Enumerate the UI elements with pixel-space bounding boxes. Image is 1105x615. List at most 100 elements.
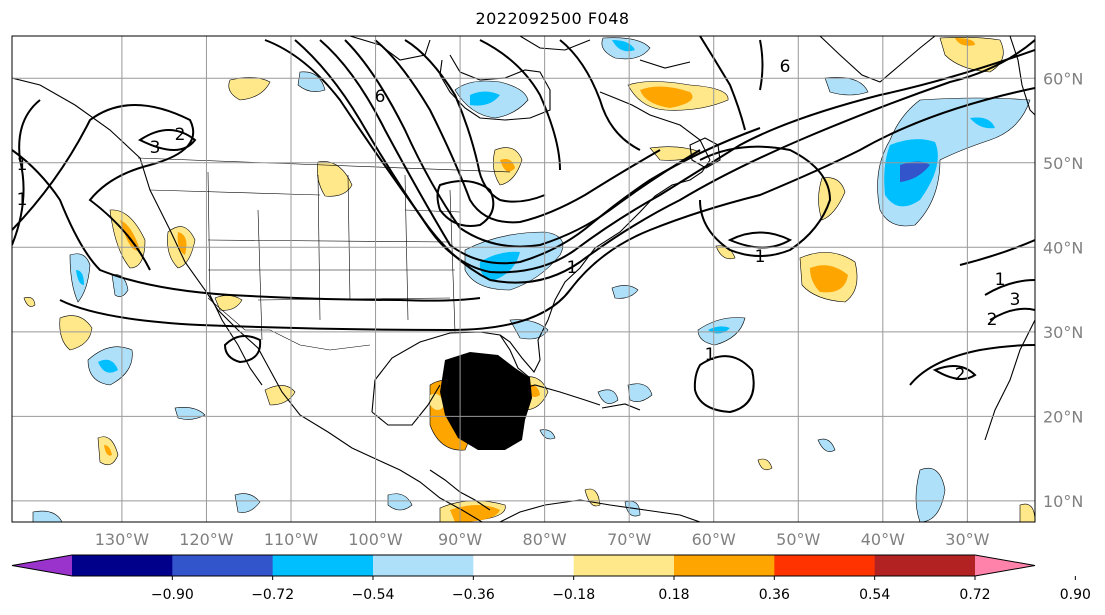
colorbar-label: −0.18	[552, 587, 595, 603]
storm-marker-region	[440, 352, 532, 450]
colorbar-label: 0.90	[1060, 587, 1091, 603]
contour-label: 1	[755, 247, 766, 267]
colorbar-extend-high	[975, 555, 1035, 576]
latitude-labels: 60°N 50°N 40°N 30°N 20°N 10°N	[1043, 69, 1083, 511]
coastlines	[12, 36, 1035, 522]
shade-patch	[297, 71, 326, 92]
shade-patch	[757, 458, 773, 471]
longitude-label: 90°W	[438, 530, 482, 549]
latitude-label: 50°N	[1043, 154, 1083, 173]
contour-label: 2	[955, 365, 966, 385]
contour-label: 1	[705, 345, 716, 365]
baja-california	[209, 294, 263, 386]
shade-patch	[597, 389, 619, 404]
contour-label: 1	[17, 155, 28, 175]
colorbar-label: 0.18	[658, 587, 689, 603]
gridlines	[12, 36, 1035, 522]
shade-patch	[939, 37, 1004, 73]
shade-patch	[111, 274, 129, 297]
shade-patch	[32, 510, 63, 522]
florida	[499, 319, 549, 373]
shade-patch	[900, 161, 930, 182]
shade-patch	[627, 383, 653, 402]
shade-patch	[810, 265, 848, 293]
longitude-label: 100°W	[348, 530, 403, 549]
contour-label: 3	[1010, 290, 1021, 310]
shade-patch	[120, 220, 140, 251]
colorbar-label: −0.90	[151, 587, 194, 603]
gulf-of-mexico-coast	[371, 331, 531, 413]
colorbar-label: −0.36	[452, 587, 495, 603]
colorbar-segment	[573, 555, 675, 576]
shade-patch	[430, 393, 445, 410]
yucatan	[371, 384, 441, 426]
shade-patch	[264, 385, 296, 406]
shade-patch	[640, 86, 693, 108]
south-america-coast	[499, 499, 701, 522]
shade-patch	[611, 285, 639, 299]
shade-patch	[177, 232, 187, 255]
contour-lines	[12, 36, 1035, 414]
longitude-labels: 130°W 120°W 110°W 100°W 90°W 80°W 70°W 60°W 50°W…	[95, 530, 990, 549]
north-america-coast	[12, 77, 483, 522]
contour-label-group: 3 1 2 6 1 1 1 2 3 1 1 2 6	[17, 57, 1021, 385]
shade-patch	[817, 438, 836, 452]
colorbar-segment	[774, 555, 876, 576]
colorbar-label: −0.72	[251, 587, 294, 603]
contour-label: 6	[780, 57, 791, 77]
shade-patch	[915, 467, 946, 522]
colorbar-label: 0.72	[959, 587, 990, 603]
colorbar-segment	[674, 555, 775, 576]
longitude-label: 70°W	[607, 530, 651, 549]
colorbar-segment	[473, 555, 575, 576]
longitude-label: 120°W	[179, 530, 234, 549]
anomaly-shading	[23, 37, 1035, 522]
shade-patch	[228, 77, 271, 101]
colorbar-outline	[11, 554, 1036, 577]
shade-patch	[234, 493, 261, 513]
contour-label: 1	[17, 190, 28, 210]
shade-patch	[59, 315, 93, 351]
colorbar-label: 0.36	[759, 587, 790, 603]
contour-label: 1	[995, 270, 1006, 290]
latitude-label: 10°N	[1043, 492, 1083, 511]
longitude-label: 60°W	[692, 530, 736, 549]
latitude-label: 20°N	[1043, 407, 1083, 426]
shade-patch	[98, 359, 118, 373]
us-east-coast	[547, 159, 711, 321]
shade-patch	[214, 295, 243, 311]
colorbar-segment	[172, 555, 274, 576]
shade-patch	[470, 91, 500, 106]
contour-label: 2	[175, 125, 186, 145]
shade-patch	[387, 493, 413, 511]
longitude-label: 30°W	[945, 530, 989, 549]
colorbar-segment	[373, 555, 474, 576]
colorbar-label: −0.54	[352, 587, 395, 603]
africa	[984, 319, 1035, 441]
shade-patch	[76, 270, 84, 285]
map-panel: 3 1 2 6 1 1 1 2 3 1 1 2 6	[12, 36, 1035, 522]
shade-patch	[500, 159, 515, 172]
longitude-label: 50°W	[776, 530, 820, 549]
canada-east-coast	[599, 91, 711, 161]
shade-patch	[539, 429, 556, 440]
latitude-label: 30°N	[1043, 323, 1083, 342]
shade-patch	[824, 77, 869, 96]
colorbar	[11, 554, 1036, 577]
colorbar-segment	[874, 555, 976, 576]
longitude-label: 80°W	[523, 530, 567, 549]
shade-patch	[450, 505, 500, 522]
longitude-label: 40°W	[861, 530, 905, 549]
arctic-islands	[349, 36, 691, 69]
latitude-label: 60°N	[1043, 69, 1083, 88]
shade-patch	[1019, 503, 1035, 522]
colorbar-labels: −0.90 −0.72 −0.54 −0.36 −0.18 0.18 0.36 0.54 0.7…	[151, 576, 1091, 603]
longitude-label: 130°W	[95, 530, 150, 549]
map-title: 2022092500 F048	[475, 9, 630, 28]
contour-label: 6	[375, 87, 386, 107]
greenland	[819, 36, 936, 83]
western-europe	[1009, 36, 1035, 116]
contour-label: 1	[567, 258, 578, 278]
longitude-label: 110°W	[264, 530, 319, 549]
